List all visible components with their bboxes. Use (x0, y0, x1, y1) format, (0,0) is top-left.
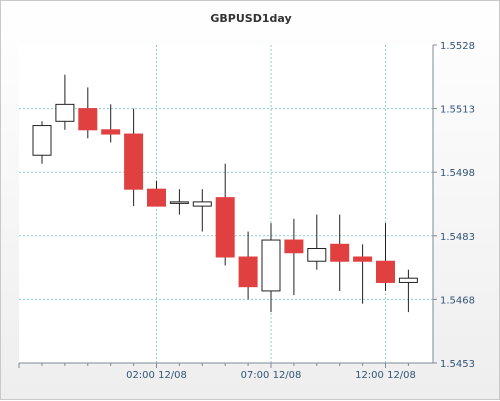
candle-body-down (353, 256, 373, 262)
y-tick-label: 1.5468 (440, 295, 475, 306)
x-tick-label: 12:00 12/08 (355, 370, 416, 381)
x-tick-label: 02:00 12/08 (126, 370, 187, 381)
x-tick-label: 07:00 12/08 (241, 370, 302, 381)
candle-body-down (78, 108, 98, 131)
candle-body-up (55, 103, 75, 122)
candle (147, 180, 166, 207)
candle (55, 74, 75, 130)
candle (307, 214, 327, 270)
y-tick-label: 1.5498 (440, 168, 475, 179)
candle-body-down (238, 256, 258, 288)
candle-body-up (261, 239, 281, 292)
axis-layer: 1.5453 1.5468 1.5483 1.5498 1.5513 1.5528 02:0… (18, 41, 475, 381)
candle-body-up (398, 277, 418, 283)
candle (353, 244, 373, 304)
candle-layer (32, 74, 418, 313)
candle (261, 223, 281, 313)
candle (376, 223, 395, 291)
candle-body-down (330, 243, 350, 262)
candle-body-down (284, 239, 304, 254)
y-tick-label: 1.5528 (440, 41, 475, 52)
candle (284, 218, 304, 296)
candle-body-down (124, 133, 144, 190)
candle-body-up (192, 201, 212, 207)
candle (124, 108, 144, 207)
candle (169, 189, 189, 215)
candle-body-up (32, 125, 52, 156)
candle-body-down (101, 129, 121, 135)
y-tick-label: 1.5513 (440, 105, 475, 116)
candle (398, 269, 418, 313)
candle-body-up (307, 248, 327, 262)
candle (192, 189, 212, 232)
candle-body-down (147, 188, 166, 207)
candle-body-down (376, 260, 395, 283)
chart-title: GBPUSD1day (210, 12, 292, 25)
candle (78, 87, 98, 139)
candle-body-up (169, 201, 189, 204)
candle-body-down (215, 197, 235, 258)
candle (32, 121, 52, 164)
candle (215, 163, 235, 266)
y-tick-label: 1.5483 (440, 232, 475, 243)
y-tick-label: 1.5453 (440, 359, 475, 370)
candle (101, 104, 121, 143)
candle (330, 214, 350, 291)
candle (238, 231, 258, 300)
